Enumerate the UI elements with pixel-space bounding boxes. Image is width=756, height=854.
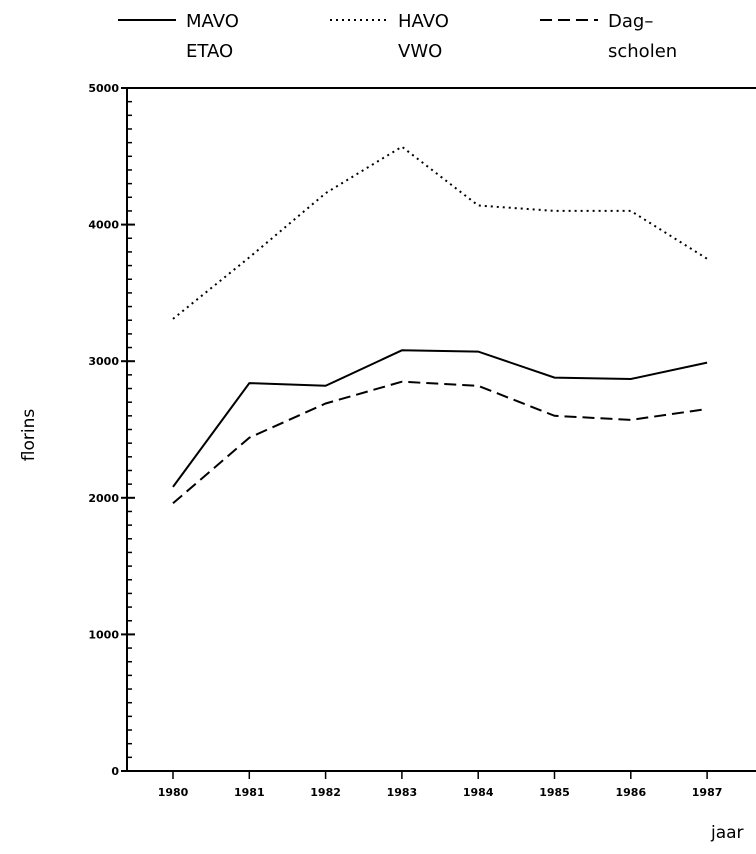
x-tick-label: 1980	[158, 786, 189, 799]
x-tick-label: 1984	[463, 786, 494, 799]
legend: MAVO ETAO HAVO VWO Dag– scholen	[118, 11, 677, 62]
plot-frame	[126, 87, 756, 772]
series-line-solid	[172, 349, 708, 488]
x-ticks: 1980 1981 1982 1983 1984 1985 1986 1987	[158, 771, 723, 799]
legend-label-havo-vwo-line2: VWO	[398, 41, 442, 62]
x-tick-label: 1983	[387, 786, 418, 799]
x-tick-label: 1981	[234, 786, 265, 799]
x-tick-label: 1987	[692, 786, 723, 799]
legend-label-dagscholen-line1: Dag–	[608, 11, 653, 32]
y-tick-label: 0	[111, 765, 119, 778]
y-tick-label: 3000	[88, 355, 119, 368]
legend-label-havo-vwo-line1: HAVO	[398, 11, 449, 32]
y-axis-title: florins	[19, 409, 39, 462]
legend-label-mavo-etao-line2: ETAO	[186, 41, 233, 62]
x-tick-label: 1982	[310, 786, 341, 799]
y-tick-label: 1000	[88, 628, 119, 641]
y-tick-label: 2000	[88, 492, 119, 505]
series-line-dashed	[172, 380, 708, 505]
legend-label-dagscholen-line2: scholen	[608, 41, 677, 62]
x-tick-label: 1986	[615, 786, 646, 799]
series-lines	[172, 145, 708, 505]
series-line-dotted	[172, 145, 708, 320]
x-tick-label: 1985	[539, 786, 570, 799]
y-tick-label: 4000	[88, 219, 119, 232]
x-axis-title: jaar	[710, 823, 744, 843]
y-ticks: 0 1000 2000 3000 4000 5000	[88, 82, 135, 778]
y-tick-label: 5000	[88, 82, 119, 95]
legend-label-mavo-etao-line1: MAVO	[186, 11, 239, 32]
